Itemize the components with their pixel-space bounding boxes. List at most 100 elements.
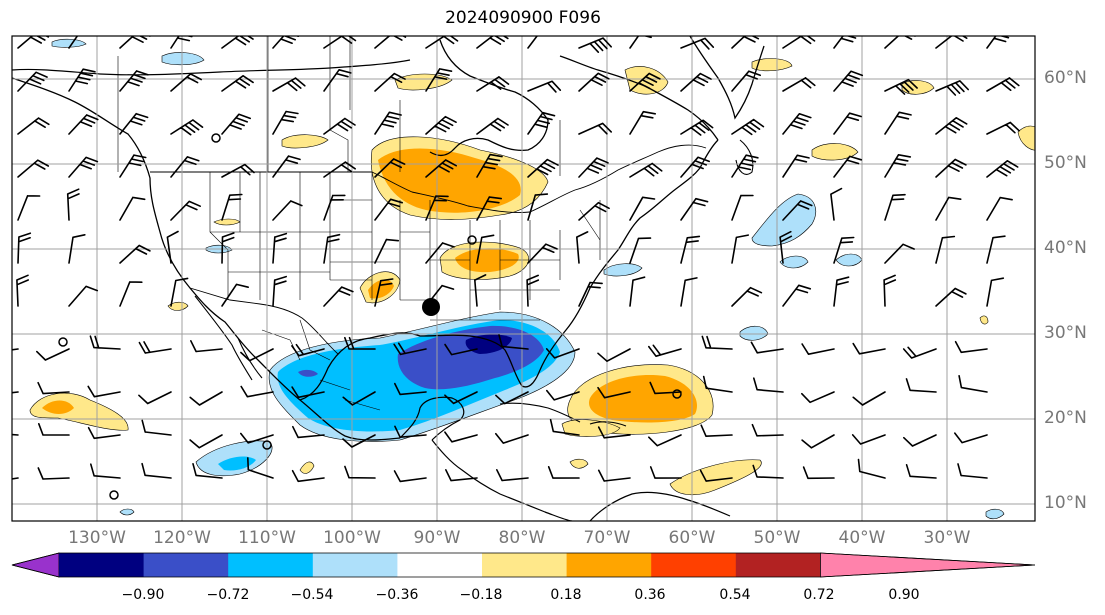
wind-barb-icon <box>138 391 172 405</box>
wind-barb-icon <box>394 425 427 438</box>
colorbar-tick: −0.18 <box>459 587 503 603</box>
wind-barb-icon <box>884 243 915 264</box>
wind-barb-icon <box>750 341 784 354</box>
wind-barb-icon <box>833 112 862 135</box>
wind-barb-icon <box>597 469 631 482</box>
wind-barb-icon <box>782 77 816 92</box>
lon-label-30w: 30°W <box>923 528 971 548</box>
wind-barb-icon <box>527 193 549 221</box>
wind-barb-icon <box>549 418 580 436</box>
wind-barb-icon <box>166 230 179 264</box>
wind-barb-icon <box>578 37 612 53</box>
positive-region-pacific <box>29 392 129 431</box>
wind-barb-icon <box>680 156 710 178</box>
us-mexico-border <box>189 287 339 355</box>
colorbar <box>11 552 1036 578</box>
wind-barb-icon <box>954 340 988 354</box>
wind-barb-icon <box>240 432 274 444</box>
wind-barb-icon <box>170 119 204 136</box>
wind-barb-icon <box>578 157 609 178</box>
wind-barb-icon <box>648 434 682 447</box>
colorbar-tick: 0.90 <box>888 587 920 603</box>
wind-barb-icon <box>527 111 556 135</box>
colorbar-segment <box>228 553 314 577</box>
wind-barb-icon <box>374 238 400 264</box>
coastline-greenland <box>689 36 765 120</box>
wind-barb-icon <box>17 36 50 49</box>
wind-barb-icon <box>141 462 172 479</box>
wind-barb-icon <box>782 200 813 221</box>
wind-barb-icon <box>17 71 48 92</box>
state-lines-west <box>209 172 331 300</box>
wind-barb-icon <box>883 274 897 307</box>
wind-barb-icon <box>801 391 835 404</box>
wind-barb-icon <box>935 158 967 178</box>
wind-barb-icon <box>323 233 341 264</box>
wind-barb-icon <box>680 37 715 50</box>
colorbar-extend-high <box>820 552 1036 578</box>
wind-barb-icon <box>527 36 539 49</box>
wind-barb-icon <box>884 111 912 135</box>
lon-label-110w: 110°W <box>238 528 296 548</box>
wind-barb-icon <box>905 464 937 479</box>
wind-barb-icon <box>851 434 886 445</box>
wind-barb-icon <box>323 286 354 307</box>
coastline-south-america <box>589 491 731 521</box>
wind-barb-icon <box>119 281 143 307</box>
wind-barb-icon <box>578 281 603 307</box>
wind-barb-icon <box>189 391 223 406</box>
wind-barb-icon <box>374 198 403 221</box>
positive-region-sub-trop <box>669 459 762 496</box>
wind-barb-icon <box>272 232 288 264</box>
wind-barb-icon <box>597 426 631 439</box>
coastline-nfld <box>735 139 754 175</box>
wind-barb-icon <box>90 463 121 479</box>
coastline-east <box>539 139 719 371</box>
wind-barb-icon <box>170 200 201 221</box>
lon-label-70w: 70°W <box>583 528 631 548</box>
wind-barb-icon <box>221 232 235 264</box>
wind-barb-icon <box>680 197 709 221</box>
wind-barb-icon <box>12 391 19 394</box>
wind-barb-icon <box>935 117 968 135</box>
wind-barb-icon <box>272 275 287 307</box>
negative-region-atlantic-3 <box>779 255 809 269</box>
wind-barb-icon <box>247 457 274 479</box>
wind-barb-icon <box>189 434 223 449</box>
wind-barb-icon <box>374 36 407 49</box>
wind-barb-icon <box>597 386 631 399</box>
wind-barb-icon <box>833 70 864 92</box>
wind-barb-icon <box>342 391 376 406</box>
us-canada-border <box>150 144 707 213</box>
wind-barb-icon <box>702 375 733 393</box>
wind-barb-icon <box>986 235 1006 264</box>
wind-barb-icon <box>374 278 394 307</box>
negative-region-atlantic-5 <box>739 325 769 341</box>
wind-barb-icon <box>731 118 765 136</box>
wind-barb-icon <box>374 111 402 135</box>
positive-region-small-2 <box>167 301 189 311</box>
colorbar-segment <box>482 553 568 577</box>
wind-barb-icon <box>221 193 243 221</box>
wind-barb-icon <box>884 154 912 178</box>
wind-barb-icon <box>680 277 698 307</box>
wind-barb-icon <box>16 274 29 307</box>
wind-barb-icon <box>527 243 558 264</box>
wind-barb-icon <box>68 285 99 307</box>
wind-barb-icon <box>576 231 589 264</box>
wind-barb-icon <box>578 122 612 135</box>
wind-barb-icon <box>36 348 70 361</box>
colorbar-segment <box>566 553 652 577</box>
wind-barb-icon <box>444 431 478 443</box>
wind-barb-icon <box>291 469 325 483</box>
wind-barb-icon <box>578 72 610 92</box>
wind-barb-icon <box>68 234 86 264</box>
wind-barb-icon <box>782 113 812 135</box>
positive-region-far-ne <box>1017 125 1035 151</box>
coastline-baja <box>194 295 263 381</box>
lon-label-90w: 90°W <box>413 528 461 548</box>
wind-barb-icon <box>986 160 1019 178</box>
wind-barb-icon <box>192 463 223 479</box>
state-lines-central <box>330 172 470 301</box>
wind-barb-icon <box>731 36 763 49</box>
